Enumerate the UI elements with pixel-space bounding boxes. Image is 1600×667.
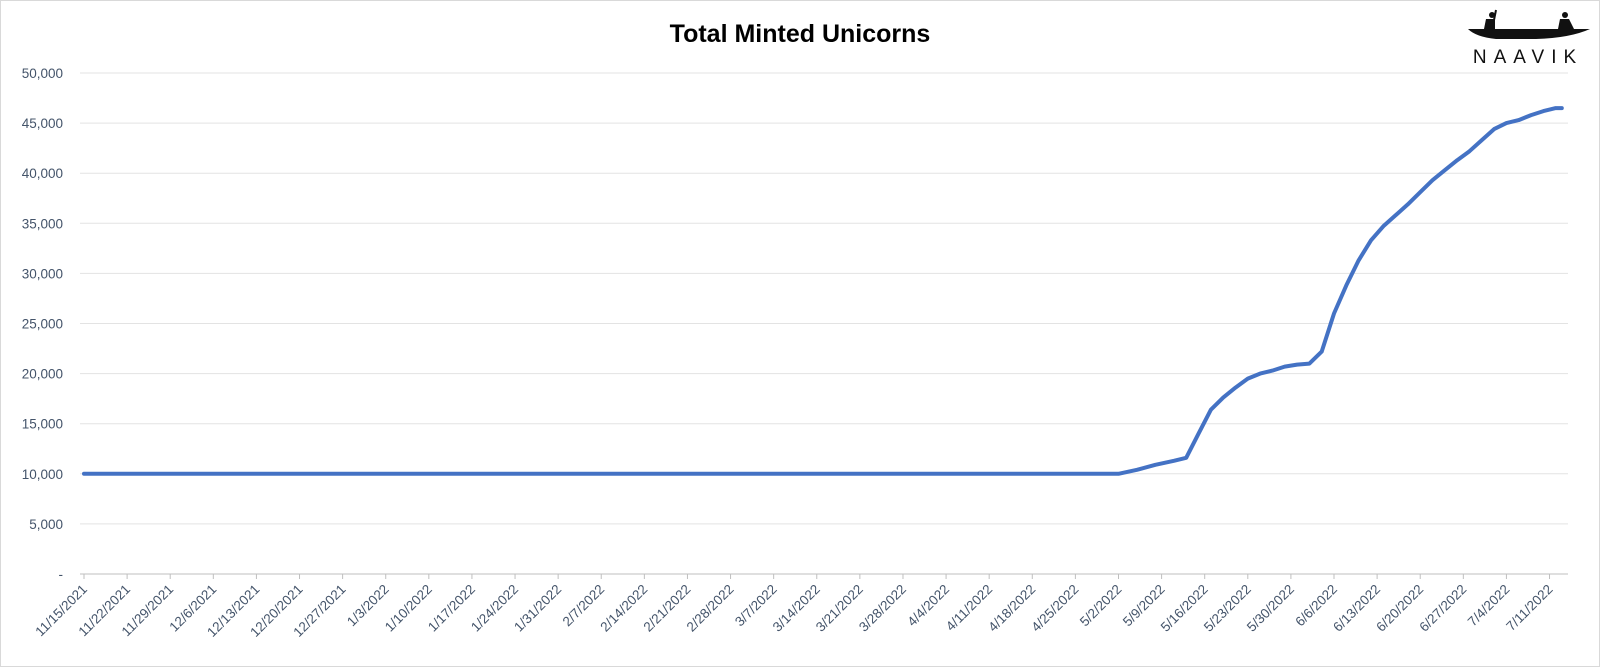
chart-title: Total Minted Unicorns	[670, 20, 931, 48]
x-axis-tick-labels: 11/15/202111/22/202111/29/202112/6/20211…	[32, 582, 1555, 640]
y-tick-label: 50,000	[22, 66, 63, 81]
y-axis-tick-labels: - 5,000 10,000 15,000 20,000 25,000 30,000 35,0…	[22, 66, 63, 582]
series-line-total-minted-unicorns	[82, 106, 1564, 476]
y-tick-label: 35,000	[22, 216, 63, 231]
x-tick-label: 6/27/2022	[1416, 582, 1469, 635]
x-tick-label: 5/2/2022	[1077, 582, 1125, 630]
y-tick-label: 5,000	[29, 517, 63, 532]
x-tick-label: 5/30/2022	[1244, 582, 1297, 635]
x-tick-label: 3/28/2022	[856, 582, 909, 635]
x-tick-label: 7/11/2022	[1503, 582, 1555, 634]
y-tick-label: -	[59, 567, 64, 582]
y-tick-label: 10,000	[22, 467, 63, 482]
logo-text: NAAVIK	[1473, 47, 1583, 68]
y-tick-label: 40,000	[22, 166, 63, 181]
boat-icon	[1468, 9, 1590, 39]
y-tick-label: 25,000	[22, 317, 63, 332]
gridlines	[80, 72, 1568, 579]
naavik-logo: NAAVIK	[1468, 9, 1590, 68]
x-tick-label: 1/31/2022	[511, 582, 564, 635]
y-tick-label: 30,000	[22, 266, 63, 281]
y-tick-label: 20,000	[22, 367, 63, 382]
x-tick-label: 2/28/2022	[684, 582, 737, 635]
y-tick-label: 15,000	[22, 417, 63, 432]
y-tick-label: 45,000	[22, 116, 63, 131]
series-layer	[82, 106, 1564, 476]
x-tick-label: 4/25/2022	[1028, 582, 1081, 635]
